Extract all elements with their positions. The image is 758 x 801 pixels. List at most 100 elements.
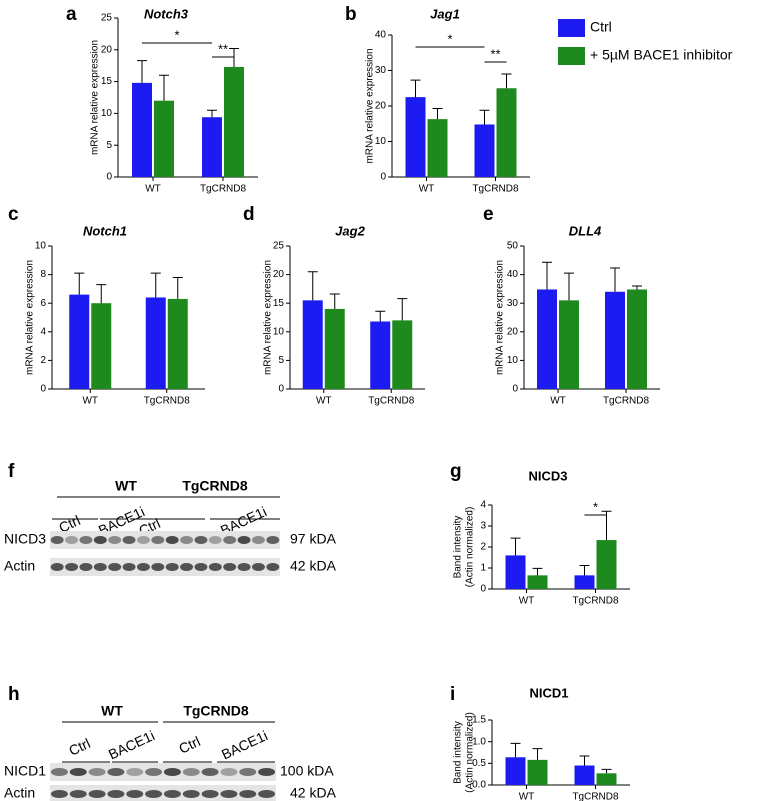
band-label: Actin bbox=[4, 785, 35, 801]
significance-label: * bbox=[447, 31, 452, 46]
y-tick-label: 30 bbox=[507, 298, 519, 309]
bar bbox=[167, 298, 188, 389]
error-bar bbox=[159, 74, 169, 101]
band-label: Actin bbox=[4, 558, 35, 574]
blot-band bbox=[69, 768, 87, 776]
blot-band bbox=[239, 768, 257, 776]
y-tick-label: 40 bbox=[375, 30, 387, 41]
x-tick-label: WT bbox=[550, 396, 566, 407]
x-tick-label: TgCRND8 bbox=[572, 596, 619, 607]
panel-letter: d bbox=[243, 204, 255, 225]
y-tick-label: 6 bbox=[40, 298, 46, 309]
blot-band bbox=[50, 790, 68, 798]
blot-band bbox=[163, 790, 181, 798]
blot-band bbox=[201, 768, 219, 776]
y-tick-label: 4 bbox=[480, 500, 486, 511]
y-tick-label: 0 bbox=[480, 584, 486, 595]
y-axis-label: mRNA relative expression bbox=[495, 260, 506, 375]
blot-band bbox=[201, 790, 219, 798]
bar bbox=[605, 291, 625, 389]
panel-letter: a bbox=[66, 4, 77, 25]
x-tick-label: WT bbox=[519, 596, 535, 607]
blot-band bbox=[223, 563, 237, 571]
blot-band bbox=[136, 536, 150, 544]
blot-group: WT bbox=[101, 703, 123, 719]
error-bar bbox=[329, 293, 340, 309]
blot-band bbox=[79, 563, 93, 571]
blot-band bbox=[258, 768, 276, 776]
y-tick-label: 0 bbox=[106, 172, 112, 183]
y-tick-label: 2 bbox=[40, 355, 46, 366]
x-tick-label: WT bbox=[519, 792, 535, 801]
blot-band bbox=[65, 536, 79, 544]
blot-band bbox=[239, 790, 257, 798]
bar bbox=[91, 303, 112, 389]
blot-band bbox=[220, 790, 238, 798]
y-tick-label: 25 bbox=[273, 241, 285, 252]
blot-strip bbox=[50, 763, 276, 781]
error-bar bbox=[564, 272, 574, 301]
y-tick-label: 0 bbox=[512, 384, 518, 395]
band-label: NICD1 bbox=[4, 763, 46, 779]
blot-band bbox=[194, 563, 208, 571]
blot-band bbox=[208, 536, 222, 544]
chart-title: Notch1 bbox=[83, 223, 127, 238]
error-bar bbox=[172, 276, 183, 299]
blot-band bbox=[165, 536, 179, 544]
bar bbox=[537, 289, 557, 389]
panel-letter: f bbox=[8, 461, 15, 482]
bar bbox=[69, 294, 90, 389]
legend-label: Ctrl bbox=[590, 19, 612, 35]
blot-band bbox=[145, 768, 163, 776]
panel-letter: e bbox=[483, 204, 494, 225]
bar bbox=[145, 297, 166, 389]
bar bbox=[427, 119, 448, 177]
blot-band bbox=[50, 563, 64, 571]
error-bar bbox=[532, 567, 543, 576]
band-size: 42 kDA bbox=[290, 558, 337, 574]
blot-band bbox=[136, 563, 150, 571]
legend-swatch bbox=[558, 47, 585, 65]
blot-band bbox=[50, 536, 64, 544]
blot-band bbox=[107, 768, 125, 776]
y-tick-label: 0.5 bbox=[472, 758, 486, 769]
bar bbox=[627, 289, 647, 389]
y-tick-label: 10 bbox=[273, 326, 285, 337]
blot-group: TgCRND8 bbox=[183, 703, 249, 719]
bar bbox=[224, 66, 244, 177]
band-size: 100 kDA bbox=[280, 763, 334, 779]
bar bbox=[527, 759, 548, 785]
error-bar bbox=[501, 73, 512, 89]
bar bbox=[474, 124, 495, 177]
x-tick-label: TgCRND8 bbox=[472, 184, 519, 195]
blot-band bbox=[223, 536, 237, 544]
error-bar bbox=[229, 48, 239, 67]
bar bbox=[574, 575, 595, 589]
bar bbox=[505, 757, 526, 785]
x-tick-label: TgCRND8 bbox=[368, 396, 415, 407]
error-bar bbox=[150, 272, 161, 298]
error-bar bbox=[96, 284, 107, 304]
error-bar bbox=[137, 60, 147, 83]
blot-band bbox=[266, 536, 280, 544]
bar bbox=[559, 300, 579, 389]
error-bar bbox=[632, 285, 642, 290]
y-axis-label: mRNA relative expression bbox=[25, 260, 36, 375]
y-tick-label: 10 bbox=[375, 136, 387, 147]
error-bar bbox=[542, 261, 552, 290]
chart-title: NICD3 bbox=[528, 468, 567, 483]
legend-swatch bbox=[558, 19, 585, 37]
y-tick-label: 25 bbox=[101, 13, 113, 24]
bar bbox=[132, 82, 152, 177]
blot-band bbox=[93, 563, 107, 571]
blot-band bbox=[126, 768, 144, 776]
y-tick-label: 1 bbox=[480, 563, 486, 574]
band-size: 97 kDA bbox=[290, 531, 337, 547]
blot-band bbox=[220, 768, 238, 776]
x-tick-label: WT bbox=[145, 184, 161, 195]
y-tick-label: 4 bbox=[40, 326, 46, 337]
significance-label: * bbox=[174, 27, 179, 42]
blot-group: TgCRND8 bbox=[182, 478, 248, 494]
chart-title: Notch3 bbox=[144, 6, 189, 21]
blot-band bbox=[65, 563, 79, 571]
